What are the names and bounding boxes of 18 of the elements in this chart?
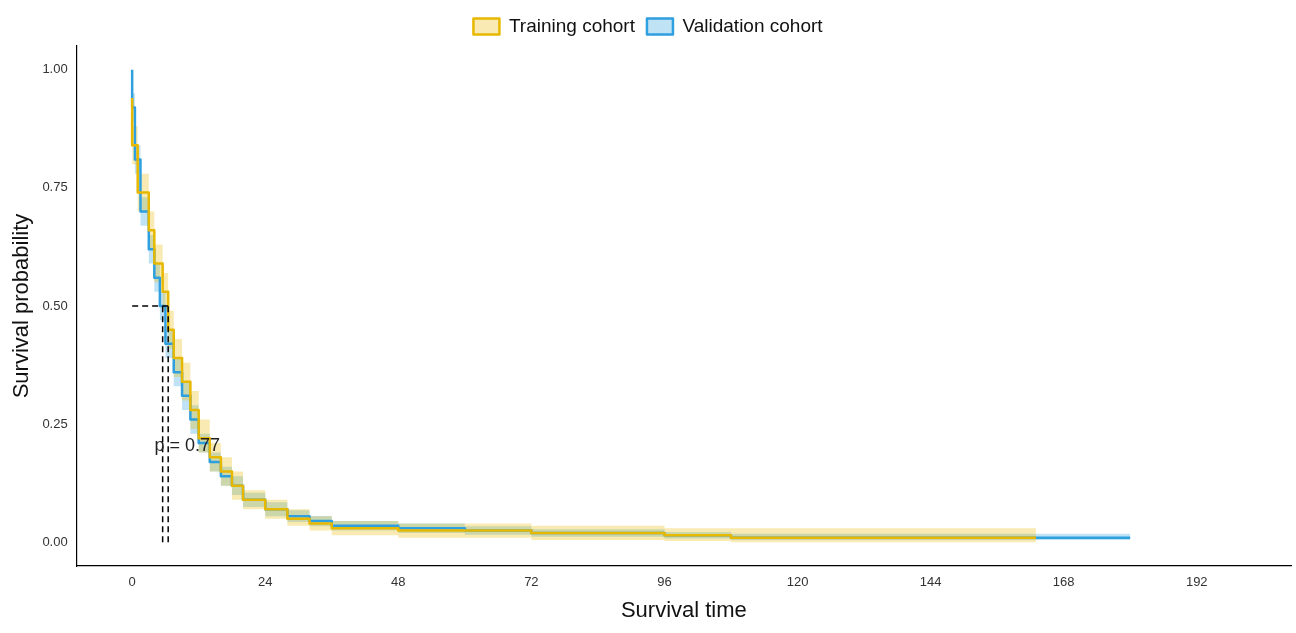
y-axis-title: Survival probability [8, 213, 34, 399]
y-tick-label: 0.25 [42, 415, 68, 431]
legend-label: Validation cohort [682, 14, 824, 36]
x-tick-label: 96 [657, 574, 672, 590]
x-tick-label: 192 [1185, 574, 1208, 590]
x-tick-label: 0 [128, 574, 136, 590]
x-tick-label: 120 [786, 574, 809, 590]
x-tick-label: 72 [524, 574, 539, 590]
y-tick-label: 0.00 [42, 533, 68, 549]
y-tick-label: 0.50 [42, 297, 68, 313]
x-tick-label: 48 [391, 574, 406, 590]
legend-label: Training cohort [508, 14, 636, 36]
y-tick-label: 1.00 [42, 61, 68, 77]
y-tick-label: 0.75 [42, 179, 68, 195]
x-tick-label: 24 [257, 574, 273, 590]
x-axis-title: Survival time [620, 596, 747, 622]
x-tick-label: 168 [1052, 574, 1075, 590]
x-tick-label: 144 [919, 574, 942, 590]
